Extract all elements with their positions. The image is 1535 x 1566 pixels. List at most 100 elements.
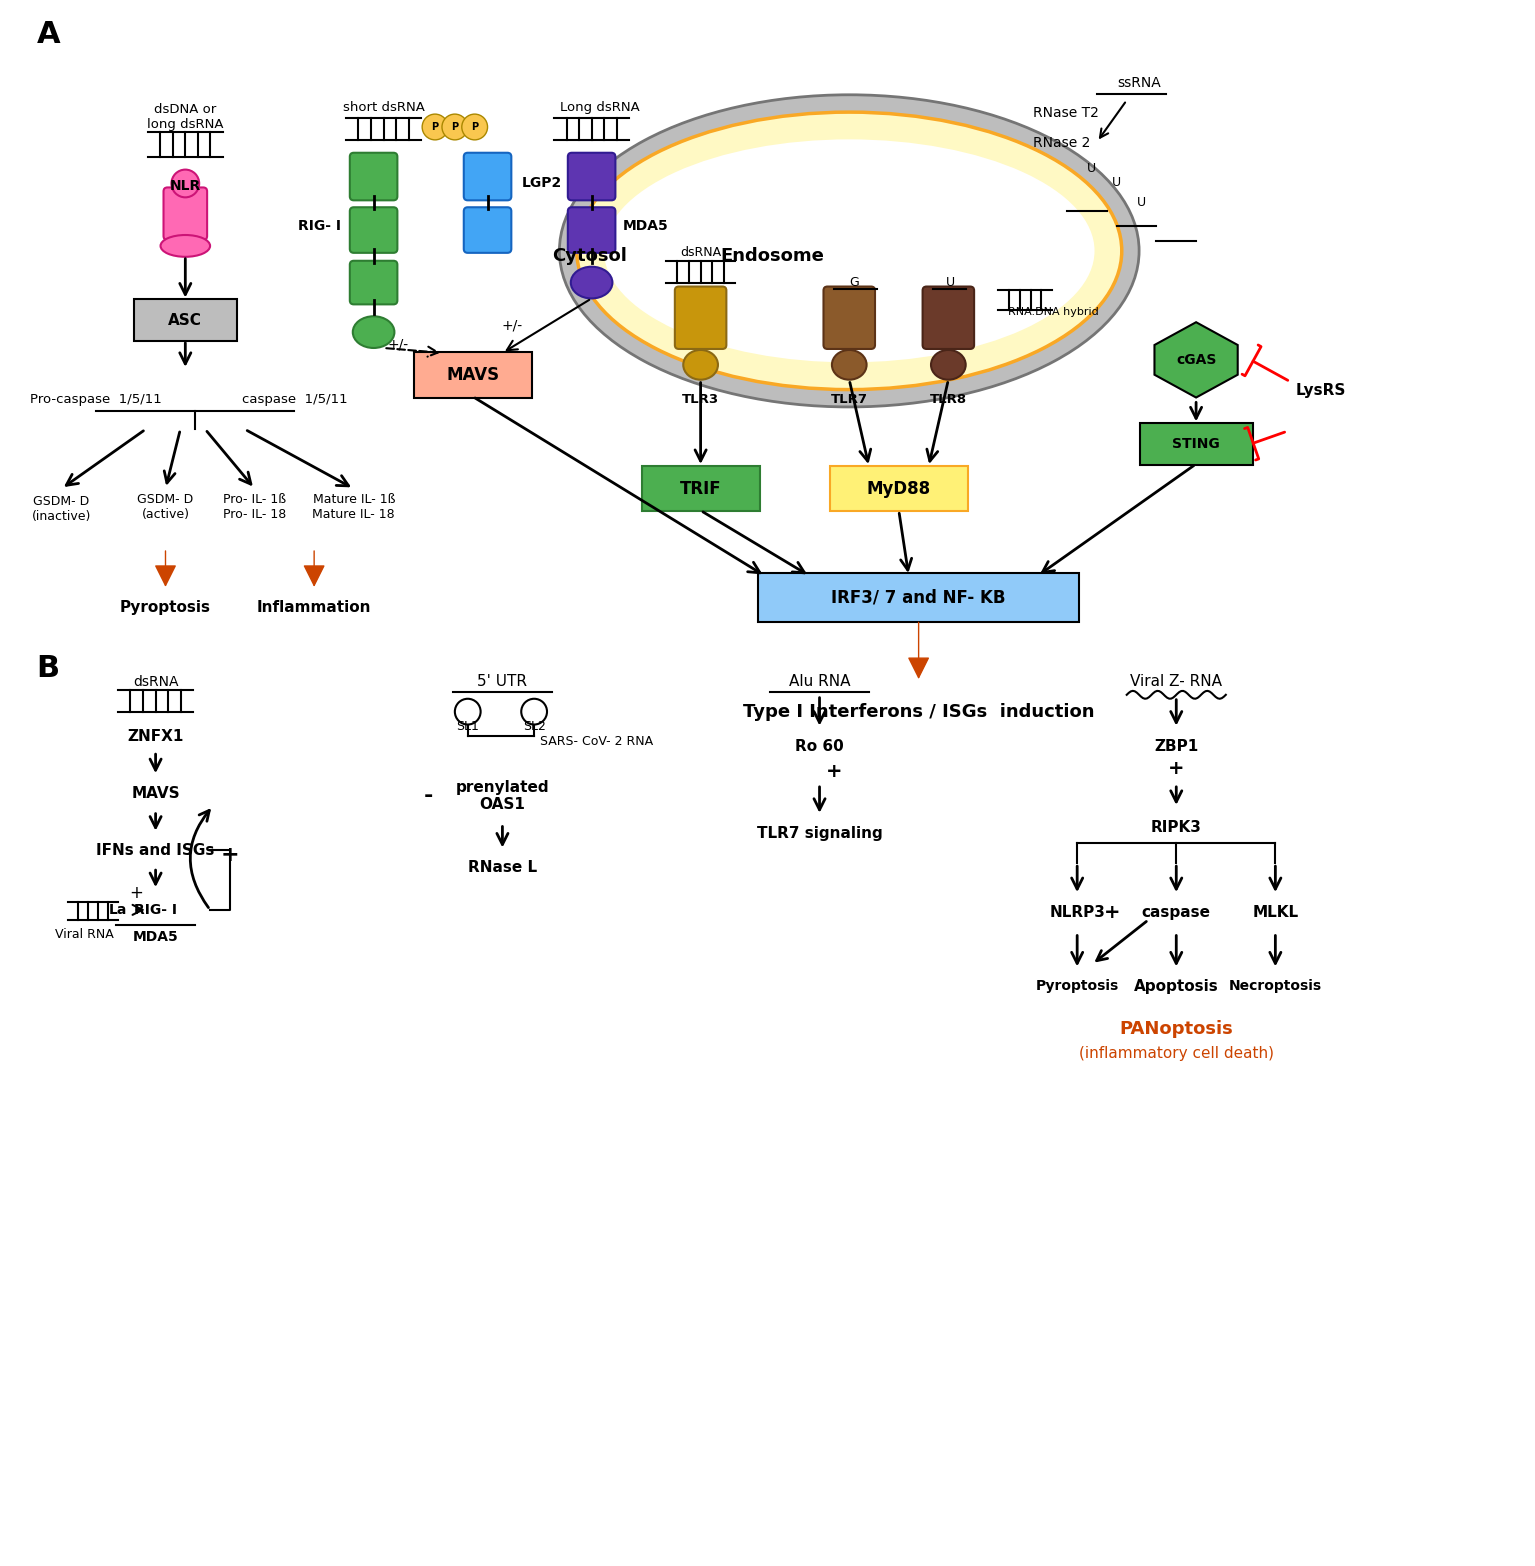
FancyBboxPatch shape [350, 262, 398, 304]
Ellipse shape [161, 235, 210, 257]
Circle shape [172, 169, 200, 197]
Text: Endosome: Endosome [720, 247, 824, 265]
Text: A: A [37, 20, 60, 49]
Text: ZBP1: ZBP1 [1154, 739, 1199, 753]
Text: RIG- I: RIG- I [134, 904, 177, 916]
Ellipse shape [683, 349, 718, 379]
Text: TRIF: TRIF [680, 479, 721, 498]
Polygon shape [1154, 323, 1237, 398]
Text: P: P [451, 122, 459, 132]
Text: IFNs and ISGs: IFNs and ISGs [97, 843, 215, 858]
Text: RNA:DNA hybrid: RNA:DNA hybrid [1008, 307, 1099, 318]
FancyBboxPatch shape [1139, 423, 1253, 465]
Text: LysRS: LysRS [1296, 382, 1346, 398]
Text: +: + [1104, 904, 1121, 922]
Text: Viral Z- RNA: Viral Z- RNA [1130, 675, 1222, 689]
Text: Pro-caspase  1/5/11: Pro-caspase 1/5/11 [31, 393, 163, 406]
Text: TLR7 signaling: TLR7 signaling [757, 825, 883, 841]
Text: Viral RNA: Viral RNA [55, 929, 114, 941]
Ellipse shape [932, 349, 966, 379]
Text: U: U [1136, 196, 1145, 210]
Text: Type I Interferons / ISGs  induction: Type I Interferons / ISGs induction [743, 703, 1094, 720]
Text: Mature IL- 1ß
Mature IL- 18: Mature IL- 1ß Mature IL- 18 [313, 493, 394, 520]
Text: STING: STING [1173, 437, 1220, 451]
Ellipse shape [571, 266, 612, 299]
FancyBboxPatch shape [464, 153, 511, 200]
Text: MAVS: MAVS [447, 366, 499, 384]
FancyBboxPatch shape [830, 467, 967, 512]
Text: Long dsRNA: Long dsRNA [560, 100, 640, 114]
Text: Alu RNA: Alu RNA [789, 675, 850, 689]
Ellipse shape [603, 139, 1094, 362]
Text: TLR7: TLR7 [830, 393, 867, 406]
Text: short dsRNA: short dsRNA [342, 100, 425, 114]
Text: Necroptosis: Necroptosis [1230, 979, 1322, 993]
Text: P: P [431, 122, 439, 132]
FancyBboxPatch shape [568, 153, 616, 200]
Text: GSDM- D
(active): GSDM- D (active) [137, 493, 193, 520]
Text: G: G [849, 276, 860, 290]
Text: (inflammatory cell death): (inflammatory cell death) [1079, 1046, 1274, 1062]
FancyBboxPatch shape [414, 352, 531, 398]
Circle shape [522, 698, 546, 725]
Text: MDA5: MDA5 [132, 930, 178, 944]
FancyBboxPatch shape [923, 287, 975, 349]
FancyBboxPatch shape [758, 573, 1079, 622]
FancyBboxPatch shape [134, 299, 236, 341]
Text: +/-: +/- [502, 318, 523, 332]
Text: Inflammation: Inflammation [256, 600, 371, 615]
FancyBboxPatch shape [568, 207, 616, 252]
Text: TLR3: TLR3 [682, 393, 720, 406]
Circle shape [454, 698, 480, 725]
Text: caspase: caspase [1142, 905, 1211, 921]
Text: dsDNA or
long dsRNA: dsDNA or long dsRNA [147, 103, 224, 132]
Text: RNase 2: RNase 2 [1033, 136, 1090, 150]
Text: MDA5: MDA5 [623, 219, 669, 233]
Text: IRF3/ 7 and NF- KB: IRF3/ 7 and NF- KB [832, 589, 1005, 606]
Text: dsRNA: dsRNA [680, 246, 721, 260]
Ellipse shape [832, 349, 867, 379]
FancyBboxPatch shape [464, 207, 511, 252]
Text: +: + [129, 883, 143, 902]
Text: RNase L: RNase L [468, 860, 537, 875]
Text: SL1: SL1 [456, 720, 479, 733]
Text: cGAS: cGAS [1176, 352, 1216, 366]
Text: Apoptosis: Apoptosis [1134, 979, 1219, 994]
Ellipse shape [577, 113, 1122, 390]
Text: U: U [1111, 177, 1121, 189]
FancyBboxPatch shape [675, 287, 726, 349]
Text: U: U [1087, 161, 1096, 174]
Text: Pro- IL- 1ß
Pro- IL- 18: Pro- IL- 1ß Pro- IL- 18 [223, 493, 287, 520]
Text: prenylated
OAS1: prenylated OAS1 [456, 780, 550, 813]
FancyBboxPatch shape [350, 153, 398, 200]
Text: +: + [1168, 758, 1185, 778]
Text: RIPK3: RIPK3 [1151, 821, 1202, 835]
Text: LGP2: LGP2 [522, 177, 562, 191]
Text: B: B [37, 655, 60, 683]
Text: RIG- I: RIG- I [298, 219, 341, 233]
Text: U: U [946, 276, 955, 290]
Ellipse shape [353, 316, 394, 348]
Text: SARS- CoV- 2 RNA: SARS- CoV- 2 RNA [540, 734, 652, 749]
Text: SL2: SL2 [523, 720, 545, 733]
Circle shape [422, 114, 448, 139]
Text: ZNFX1: ZNFX1 [127, 728, 184, 744]
Circle shape [462, 114, 488, 139]
Text: +: + [826, 761, 843, 780]
Text: -: - [424, 786, 433, 806]
Text: Ro 60: Ro 60 [795, 739, 844, 753]
FancyBboxPatch shape [823, 287, 875, 349]
Text: GSDM- D
(inactive): GSDM- D (inactive) [32, 495, 91, 523]
Text: PANoptosis: PANoptosis [1119, 1019, 1233, 1038]
Ellipse shape [559, 96, 1139, 407]
Text: MAVS: MAVS [132, 786, 180, 802]
Text: TLR8: TLR8 [930, 393, 967, 406]
Text: NLR: NLR [170, 180, 201, 194]
Text: NLRP3: NLRP3 [1050, 905, 1105, 921]
Text: P: P [471, 122, 479, 132]
FancyBboxPatch shape [642, 467, 760, 512]
Text: caspase  1/5/11: caspase 1/5/11 [241, 393, 347, 406]
Text: 5' UTR: 5' UTR [477, 675, 528, 689]
FancyBboxPatch shape [350, 207, 398, 252]
Text: RNase T2: RNase T2 [1033, 106, 1099, 121]
